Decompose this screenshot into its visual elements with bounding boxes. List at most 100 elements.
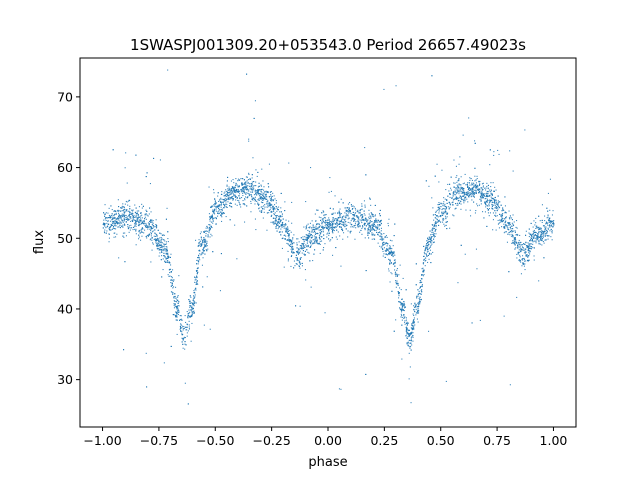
data-point (147, 228, 149, 230)
data-point (235, 182, 237, 184)
data-point (175, 314, 177, 316)
data-point (132, 213, 134, 215)
data-point (320, 219, 322, 221)
data-point (411, 324, 413, 326)
data-point (338, 201, 340, 203)
data-point (505, 224, 507, 226)
data-point (260, 190, 262, 192)
data-point (518, 241, 520, 243)
data-point (316, 232, 318, 234)
data-point (231, 198, 233, 200)
data-point (347, 211, 349, 213)
data-point (310, 237, 312, 239)
data-point (213, 217, 215, 219)
data-point (244, 192, 246, 194)
data-point (340, 388, 342, 390)
data-point (551, 239, 553, 241)
data-point (500, 221, 502, 223)
data-point (420, 290, 422, 292)
data-point (342, 238, 344, 240)
data-point (170, 268, 172, 270)
data-point (268, 206, 270, 208)
data-point (140, 231, 142, 233)
data-point (119, 217, 121, 219)
data-point (410, 349, 412, 351)
data-point (327, 223, 329, 225)
data-point (509, 218, 511, 220)
data-point (181, 337, 183, 339)
data-point (545, 223, 547, 225)
data-point (528, 232, 530, 234)
data-point (490, 190, 492, 192)
data-point (430, 262, 432, 264)
data-point (401, 311, 403, 313)
data-point (373, 223, 375, 225)
data-point (354, 222, 356, 224)
data-point (552, 220, 554, 222)
data-point (264, 196, 266, 198)
data-point (244, 199, 246, 201)
data-point (412, 340, 414, 342)
data-point (478, 192, 480, 194)
data-point (442, 221, 444, 223)
data-point (164, 240, 166, 242)
data-point (405, 317, 407, 319)
data-point (339, 214, 341, 216)
data-point (312, 226, 314, 228)
data-point (140, 215, 142, 217)
data-point (361, 217, 363, 219)
data-point (530, 222, 532, 224)
data-point (412, 327, 414, 329)
data-point (110, 224, 112, 226)
data-point (109, 227, 111, 229)
data-point (253, 117, 255, 119)
data-point (521, 249, 523, 251)
data-point (448, 208, 450, 210)
data-point (334, 218, 336, 220)
data-point (135, 233, 137, 235)
data-point (280, 192, 282, 194)
data-point (228, 189, 230, 191)
data-point (197, 267, 199, 269)
data-point (175, 316, 177, 318)
data-point (331, 237, 333, 239)
data-point (321, 225, 323, 227)
data-point (289, 240, 291, 242)
data-point (122, 203, 124, 205)
data-point (422, 269, 424, 271)
data-point (371, 226, 373, 228)
data-point (241, 189, 243, 191)
data-point (508, 222, 510, 224)
data-point (512, 240, 514, 242)
data-point (418, 306, 420, 308)
data-point (232, 198, 234, 200)
data-point (141, 227, 143, 229)
data-point (431, 243, 433, 245)
data-point (226, 198, 228, 200)
data-point (363, 220, 365, 222)
data-point (406, 329, 408, 331)
data-point (473, 186, 475, 188)
data-point (276, 210, 278, 212)
data-point (128, 227, 130, 229)
data-point (238, 190, 240, 192)
data-point (270, 194, 272, 196)
data-point (305, 279, 307, 281)
data-point (179, 319, 181, 321)
data-point (309, 260, 311, 262)
data-point (498, 153, 500, 155)
data-point (310, 234, 312, 236)
data-point (122, 215, 124, 217)
data-point (281, 223, 283, 225)
data-point (361, 208, 363, 210)
data-point (267, 203, 269, 205)
data-point (311, 229, 313, 231)
data-point (135, 207, 137, 209)
data-point (376, 221, 378, 223)
data-point (519, 234, 521, 236)
data-point (171, 284, 173, 286)
data-point (226, 195, 228, 197)
data-point (520, 250, 522, 252)
data-point (209, 216, 211, 218)
data-point (197, 263, 199, 265)
